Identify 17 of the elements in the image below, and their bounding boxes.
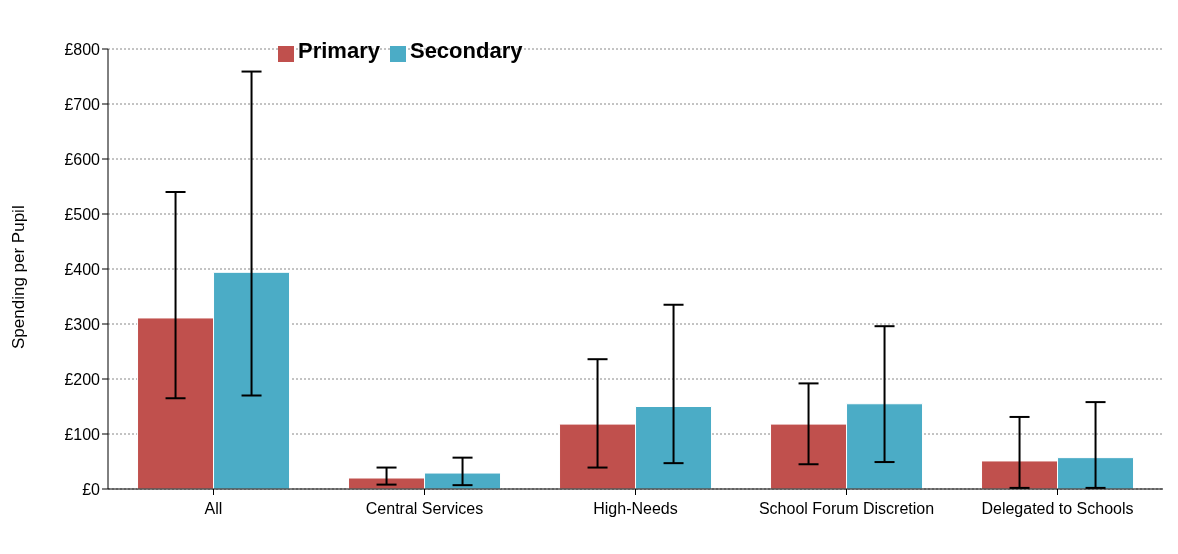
y-tick-label: £500 <box>64 205 101 223</box>
x-tick-label: Delegated to Schools <box>981 500 1134 518</box>
y-tick-label: £600 <box>64 150 101 168</box>
legend-label: Secondary <box>409 38 523 63</box>
x-tick-label: Central Services <box>365 500 484 518</box>
x-tick-label: All <box>204 500 223 518</box>
y-tick-label: £300 <box>64 315 101 333</box>
y-tick-label: £700 <box>64 95 101 113</box>
legend-label: Primary <box>298 38 380 63</box>
x-tick-label: High-Needs <box>593 500 678 518</box>
y-tick-label: £0 <box>82 480 101 498</box>
y-tick-label: £100 <box>64 425 101 443</box>
y-tick-label: £200 <box>64 370 101 388</box>
y-tick-label: £800 <box>64 40 101 58</box>
x-tick-label: School Forum Discretion <box>758 500 935 518</box>
y-axis-title: Spending per Pupil <box>9 205 29 349</box>
y-tick-label: £400 <box>64 260 101 278</box>
